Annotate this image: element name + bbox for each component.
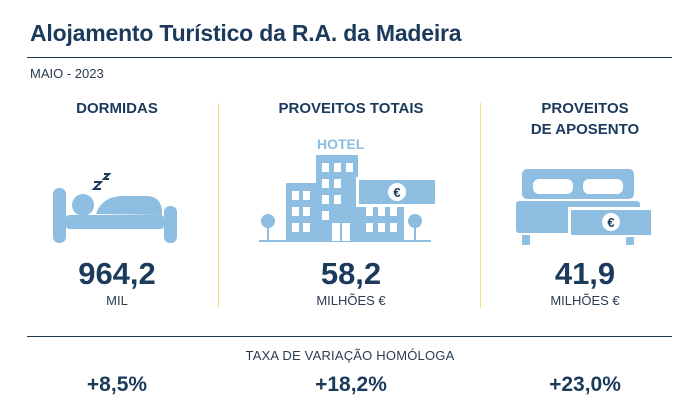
sleeping-person-bed-icon [53, 173, 177, 243]
indicator-value: 964,2 [78, 256, 156, 291]
indicator-proveitos-totais: PROVEITOS TOTAIS 58,2 MILHÕES € [251, 98, 451, 308]
indicator-value: 41,9 [554, 256, 616, 291]
indicator-dormidas: DORMIDAS 964,2 MIL [17, 98, 217, 308]
hotel-sign-text: HOTEL [317, 136, 365, 152]
indicator-title: PROVEITOS TOTAIS [278, 100, 424, 117]
indicator-title-line2: DE APOSENTO [530, 121, 640, 138]
indicator-unit: MIL [106, 293, 128, 308]
euro-icon: € [393, 185, 400, 200]
double-bed-icon: € [516, 169, 653, 245]
variation-dormidas: +8,5% [86, 373, 148, 396]
indicator-title: PROVEITOS [541, 100, 629, 117]
hotel-building-icon: HOTEL € [259, 136, 436, 242]
column-divider-2 [480, 103, 481, 308]
variation-label: TAXA DE VARIAÇÃO HOMÓLOGA [245, 348, 455, 363]
variation-divider [27, 336, 672, 337]
variation-proveitos-aposento: +23,0% [549, 373, 621, 396]
indicator-unit: MILHÕES € [550, 293, 620, 308]
page-title: Alojamento Turístico da R.A. da Madeira [30, 20, 462, 46]
euro-icon: € [607, 215, 614, 230]
column-divider-1 [218, 103, 219, 308]
variation-proveitos-totais: +18,2% [315, 373, 387, 396]
indicator-value: 58,2 [320, 256, 382, 291]
header-divider [27, 57, 672, 58]
period-label: MAIO - 2023 [30, 66, 104, 81]
indicator-title: DORMIDAS [76, 100, 158, 117]
indicator-proveitos-aposento: PROVEITOS DE APOSENTO 41,9 MILHÕES € [485, 98, 685, 308]
indicator-unit: MILHÕES € [316, 293, 386, 308]
